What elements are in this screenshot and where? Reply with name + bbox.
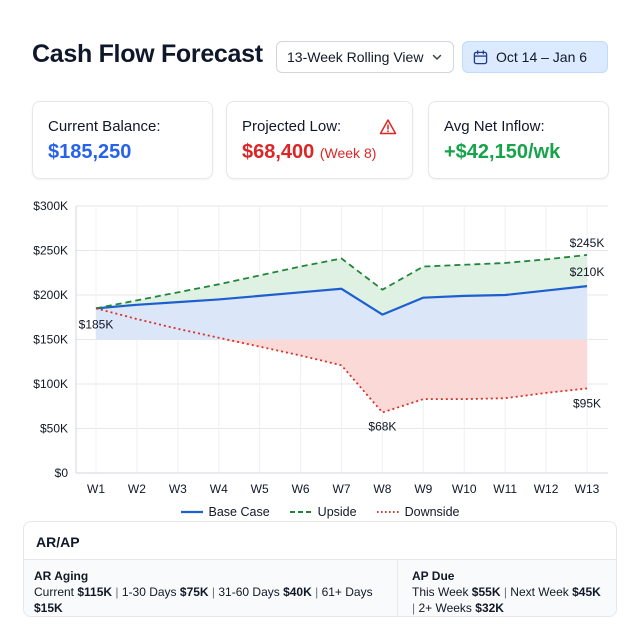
ar-aging-item: 61+ Days $15K: [34, 585, 373, 615]
ar-ap-title: AR/AP: [24, 522, 616, 560]
x-tick-label: W6: [292, 482, 310, 496]
ar-aging-section: AR Aging Current $115K | 1-30 Days $75K …: [24, 560, 398, 616]
y-tick-label: $250K: [33, 244, 68, 258]
warning-icon: [379, 119, 397, 135]
legend-label-upside: Upside: [317, 505, 357, 519]
data-label: $245K: [570, 236, 605, 250]
cash-flow-chart: $0 $50K $100K $150K $200K $250K $300K W1 W2 W3 W4 W…: [33, 199, 608, 496]
kpi-cards: Current Balance: $185,250 Projected Low:…: [32, 101, 609, 179]
separator: |: [311, 585, 322, 599]
x-tick-label: W5: [251, 482, 269, 496]
ap-due-item-label: Next Week: [510, 585, 573, 599]
ar-aging-item: Current $115K: [34, 585, 112, 599]
separator: |: [500, 585, 511, 599]
current-balance-value: $185,250: [48, 141, 132, 163]
x-tick-label: W4: [210, 482, 228, 496]
ar-ap-panel: AR/AP AR Aging Current $115K | 1-30 Days…: [23, 521, 617, 617]
view-select-label: 13-Week Rolling View: [287, 49, 424, 65]
legend-swatch-base: [180, 510, 203, 514]
data-label: $210K: [570, 265, 605, 279]
projected-low-value-row: $68,400 (Week 8): [242, 141, 397, 164]
legend-swatch-downside: [376, 511, 399, 513]
chevron-down-icon: [432, 54, 442, 60]
series-line-upside: [95, 254, 588, 310]
avg-net-inflow-value: +$42,150/wk: [444, 141, 561, 163]
ar-aging-item-label: 61+ Days: [321, 585, 373, 599]
ap-due-item-value: $32K: [475, 601, 504, 615]
ar-aging-item-value: $115K: [77, 585, 113, 599]
ap-due-items: This Week $55K | Next Week $45K | 2+ Wee…: [412, 584, 606, 616]
legend-label-base: Base Case: [208, 505, 270, 519]
ap-due-item-label: This Week: [412, 585, 472, 599]
ar-aging-item-label: Current: [34, 585, 78, 599]
ar-aging-item-value: $75K: [179, 585, 209, 599]
x-tick-label: W1: [87, 482, 105, 496]
calendar-icon: [473, 49, 488, 64]
x-tick-label: W9: [414, 482, 432, 496]
x-tick-label: W10: [452, 482, 477, 496]
ar-ap-body: AR Aging Current $115K | 1-30 Days $75K …: [24, 560, 616, 616]
y-tick-label: $150K: [33, 333, 68, 347]
ap-due-item: 2+ Weeks $32K: [418, 601, 504, 615]
ap-due-item-value: $55K: [471, 585, 501, 599]
avg-net-inflow-card: Avg Net Inflow: +$42,150/wk: [428, 101, 609, 179]
separator: |: [112, 585, 122, 599]
ar-aging-item: 1-30 Days $75K: [122, 585, 209, 599]
series-line-base-case: [95, 285, 588, 316]
data-label: $95K: [573, 396, 601, 410]
x-tick-label: W12: [534, 482, 559, 496]
ap-due-item-label: 2+ Weeks: [418, 601, 476, 615]
legend-swatch-upside: [289, 511, 312, 513]
ap-due-item: Next Week $45K: [510, 585, 601, 599]
ap-due-title: AP Due: [412, 569, 455, 583]
ap-due-item: This Week $55K: [412, 585, 500, 599]
ar-aging-item-value: $40K: [283, 585, 312, 599]
avg-net-inflow-label: Avg Net Inflow:: [444, 118, 545, 135]
x-tick-label: W8: [373, 482, 391, 496]
x-tick-label: W3: [169, 482, 187, 496]
legend-item-downside: Downside: [376, 505, 460, 519]
ap-due-section: AP Due This Week $55K | Next Week $45K |…: [398, 560, 616, 616]
projected-low-label: Projected Low:: [242, 118, 342, 135]
projected-low-card: Projected Low: $68,400 (Week 8): [226, 101, 413, 179]
legend-label-downside: Downside: [404, 505, 460, 519]
y-tick-label: $200K: [33, 288, 68, 302]
data-label: $185K: [79, 317, 114, 331]
ar-aging-title: AR Aging: [34, 569, 89, 583]
x-tick-label: W13: [575, 482, 600, 496]
x-tick-label: W11: [493, 482, 517, 496]
x-tick-label: W2: [128, 482, 146, 496]
chart-legend: Base Case Upside Downside: [0, 505, 640, 519]
y-tick-label: $300K: [33, 199, 68, 213]
ar-aging-item-label: 31-60 Days: [218, 585, 284, 599]
projected-low-value: $68,400: [242, 141, 315, 163]
current-balance-label: Current Balance:: [48, 118, 161, 135]
legend-item-upside: Upside: [289, 505, 357, 519]
x-tick-label: W7: [333, 482, 351, 496]
ar-aging-item-value: $15K: [34, 601, 63, 615]
y-tick-label: $50K: [40, 422, 68, 436]
header: Cash Flow Forecast 13-Week Rolling View …: [32, 38, 608, 78]
separator: |: [412, 601, 419, 615]
ap-due-item-value: $45K: [572, 585, 601, 599]
current-balance-card: Current Balance: $185,250: [32, 101, 213, 179]
ar-aging-items: Current $115K | 1-30 Days $75K | 31-60 D…: [34, 584, 387, 616]
downside-area: [96, 339, 587, 413]
legend-item-base: Base Case: [180, 505, 270, 519]
view-select-dropdown[interactable]: 13-Week Rolling View: [276, 41, 454, 73]
page-title: Cash Flow Forecast: [32, 40, 263, 68]
date-range-label: Oct 14 – Jan 6: [496, 49, 588, 65]
date-range-picker[interactable]: Oct 14 – Jan 6: [462, 41, 608, 73]
y-tick-label: $0: [55, 466, 69, 480]
ar-aging-item-label: 1-30 Days: [121, 585, 180, 599]
separator: |: [208, 585, 219, 599]
upside-area: [96, 254, 587, 315]
ar-aging-item: 31-60 Days $40K: [218, 585, 311, 599]
y-tick-label: $100K: [33, 377, 68, 391]
projected-low-week: (Week 8): [319, 145, 377, 161]
data-label: $68K: [368, 419, 396, 433]
